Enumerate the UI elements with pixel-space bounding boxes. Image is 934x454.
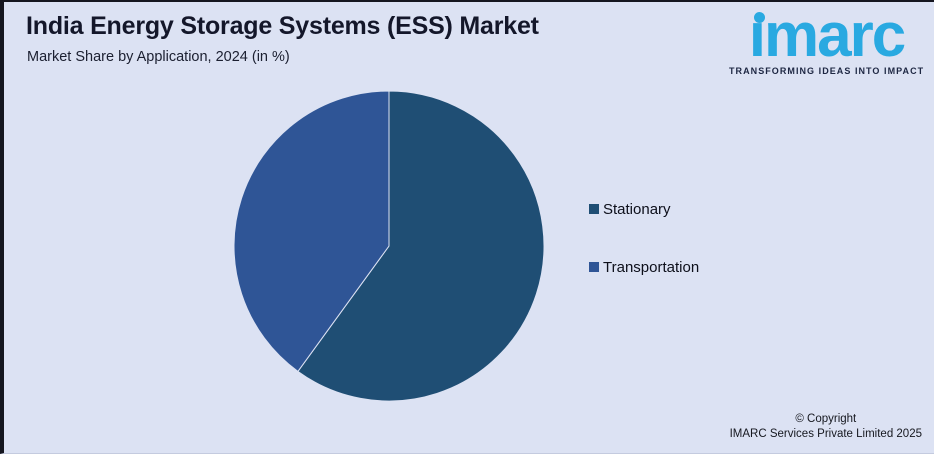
page-subtitle: Market Share by Application, 2024 (in %) [27, 49, 290, 65]
legend-item-transportation: Transportation [589, 258, 699, 276]
legend-item-stationary: Stationary [589, 200, 699, 218]
legend-label: Transportation [603, 258, 700, 276]
chart-legend: Stationary Transportation [589, 200, 699, 316]
imarc-logo-dot-icon [753, 12, 765, 23]
imarc-logo: ımarc TRANSFORMING IDEAS INTO IMPACT [729, 5, 925, 77]
legend-label: Stationary [603, 200, 671, 218]
copyright-line2: IMARC Services Private Limited 2025 [729, 427, 922, 440]
imarc-wordmark: ımarc [749, 5, 906, 67]
pie-slice-transportation [233, 90, 390, 373]
legend-marker [589, 204, 599, 214]
imarc-tagline: TRANSFORMING IDEAS INTO IMPACT [729, 66, 925, 76]
copyright-notice: © Copyright IMARC Services Private Limit… [730, 412, 922, 442]
imarc-wordmark-text: ımarc [748, 1, 906, 70]
pie-slice-stationary [297, 90, 545, 402]
legend-marker [589, 262, 599, 272]
page-title: India Energy Storage Systems (ESS) Marke… [26, 12, 539, 40]
pie-chart [233, 90, 545, 402]
pie-chart-container [233, 90, 545, 402]
copyright-line1: © Copyright [795, 412, 857, 425]
